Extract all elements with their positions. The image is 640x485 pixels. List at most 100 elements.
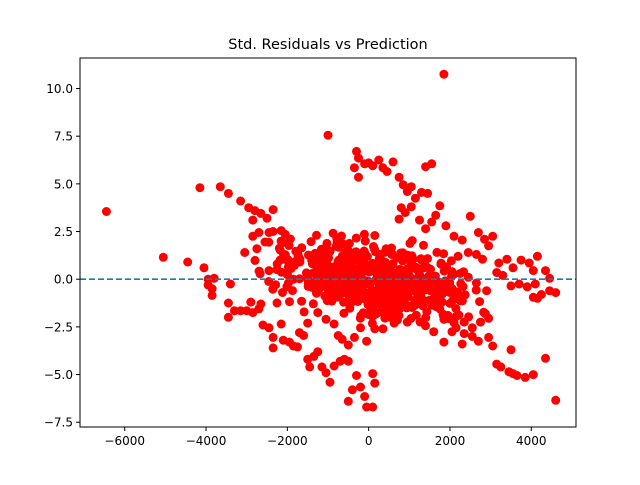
data-point [288, 286, 297, 296]
data-point [423, 188, 433, 198]
data-point [248, 231, 258, 241]
plot-area-frame [79, 57, 577, 428]
data-point [478, 254, 487, 264]
data-point [467, 331, 477, 341]
data-point [508, 263, 518, 273]
data-point [520, 372, 530, 382]
data-point [321, 368, 331, 378]
data-point [331, 241, 341, 251]
data-point [285, 297, 294, 307]
data-point [276, 319, 286, 329]
data-point [268, 227, 278, 236]
data-point [427, 217, 437, 227]
data-point [339, 308, 349, 318]
data-point [406, 202, 416, 212]
data-point [435, 201, 445, 211]
data-point [410, 193, 420, 203]
data-point [424, 279, 434, 289]
data-point [337, 334, 347, 344]
data-point [545, 273, 555, 283]
data-point [354, 172, 363, 182]
data-point [441, 221, 451, 231]
data-point [398, 256, 408, 266]
data-point [494, 258, 504, 268]
data-point [299, 307, 309, 317]
data-point [421, 224, 431, 234]
data-point [407, 251, 417, 261]
data-point [215, 182, 225, 192]
data-point [416, 254, 426, 264]
data-point [368, 369, 378, 379]
data-point [305, 362, 315, 372]
data-point [395, 304, 405, 314]
data-point [250, 255, 260, 265]
y-tick-label: −2.5 [44, 320, 73, 334]
data-point [375, 300, 385, 310]
data-point [432, 247, 442, 257]
chart-title: Std. Residuals vs Prediction [228, 37, 428, 53]
data-point [380, 313, 390, 323]
data-point [496, 362, 506, 372]
data-point [362, 336, 372, 346]
data-point [329, 319, 339, 329]
data-point [349, 163, 359, 173]
data-point [264, 266, 274, 276]
data-point [323, 249, 333, 259]
data-point [394, 214, 404, 224]
data-point [415, 317, 425, 327]
data-point [290, 260, 299, 270]
y-tick-label: 10.0 [46, 82, 73, 96]
data-point [457, 235, 467, 245]
data-point [349, 332, 359, 342]
data-point [313, 308, 323, 318]
data-point [343, 340, 353, 350]
x-tick-label: −2000 [267, 434, 308, 448]
data-point [323, 130, 333, 140]
data-point [183, 257, 193, 267]
data-point [359, 246, 369, 256]
data-point [480, 234, 489, 244]
data-point [512, 371, 522, 380]
data-point [359, 229, 369, 239]
data-point [322, 238, 332, 248]
data-point [406, 314, 416, 323]
data-point [223, 188, 233, 198]
data-point [246, 297, 256, 307]
y-tick-label: 7.5 [54, 130, 73, 144]
data-point [199, 263, 209, 273]
data-point [541, 266, 550, 276]
data-point [467, 323, 477, 333]
data-point [465, 211, 475, 221]
data-point [463, 248, 473, 257]
data-point [295, 328, 304, 338]
data-point [262, 213, 272, 223]
data-point [439, 337, 449, 347]
data-point [254, 304, 264, 314]
x-tick-label: −4000 [186, 434, 227, 448]
data-point [408, 279, 418, 289]
data-point [459, 329, 469, 339]
data-point [293, 342, 302, 352]
data-point [272, 265, 282, 275]
data-point [374, 155, 384, 165]
x-tick-label: −6000 [104, 434, 145, 448]
data-point [268, 205, 278, 215]
data-point [352, 371, 361, 380]
data-point [506, 345, 516, 355]
data-point [439, 249, 449, 259]
data-point [453, 251, 463, 261]
data-point [207, 290, 217, 300]
data-point [446, 256, 456, 266]
data-point [532, 251, 542, 261]
data-point [254, 266, 264, 276]
y-tick-label: −5.0 [44, 368, 73, 382]
data-point [308, 299, 318, 309]
data-point [429, 327, 439, 337]
data-point [541, 353, 550, 363]
data-point [360, 236, 370, 246]
data-point [393, 290, 403, 300]
data-point [329, 361, 339, 371]
data-point [360, 392, 370, 401]
data-point [396, 203, 406, 213]
